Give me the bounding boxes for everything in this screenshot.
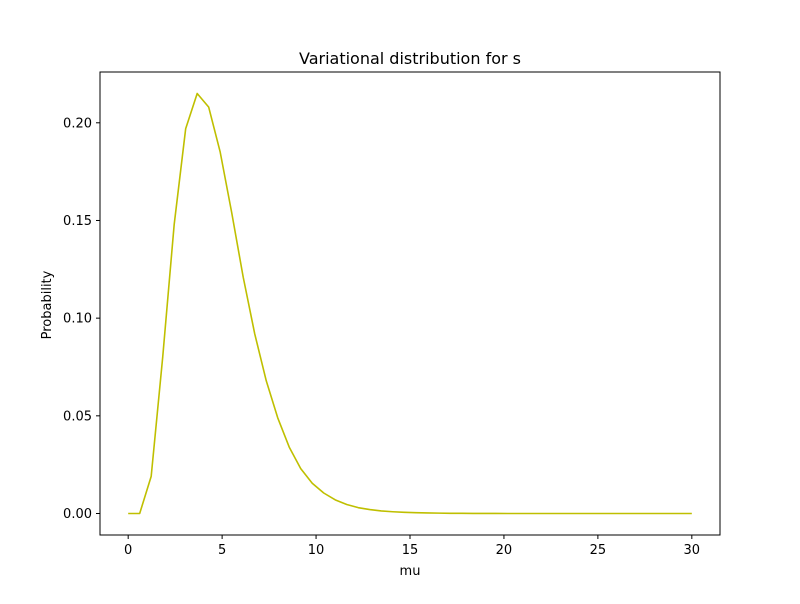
x-tick-label: 15 xyxy=(402,543,419,558)
x-tick-label: 0 xyxy=(124,543,132,558)
x-axis-ticks: 0 5 10 15 20 25 30 xyxy=(124,535,700,558)
axes-frame xyxy=(99,71,721,536)
plot-area xyxy=(99,71,721,536)
y-axis-ticks: 0.00 0.05 0.10 0.15 0.20 xyxy=(63,116,100,522)
chart-title: Variational distribution for s xyxy=(299,49,521,68)
y-tick-label: 0.20 xyxy=(63,116,92,131)
y-tick-label: 0.05 xyxy=(63,409,92,424)
y-axis-label: Probability xyxy=(40,270,55,339)
y-tick-label: 0.15 xyxy=(63,214,92,229)
y-tick-label: 0.00 xyxy=(63,507,92,522)
x-tick-label: 5 xyxy=(218,543,226,558)
x-tick-label: 10 xyxy=(308,543,325,558)
y-tick-label: 0.10 xyxy=(63,312,92,327)
x-tick-label: 25 xyxy=(590,543,607,558)
x-tick-label: 20 xyxy=(496,543,513,558)
x-axis-label: mu xyxy=(400,564,421,579)
series-line-0 xyxy=(128,92,692,515)
x-tick-label: 30 xyxy=(684,543,701,558)
